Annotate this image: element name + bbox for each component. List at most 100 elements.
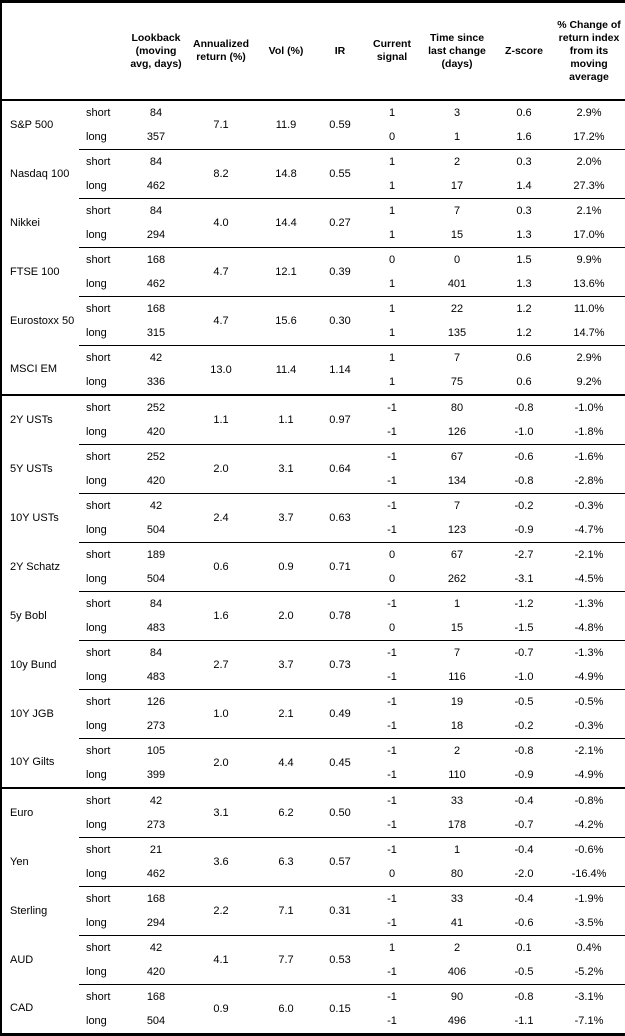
- time-since-value: 126: [447, 425, 467, 438]
- period-label: short: [79, 640, 127, 665]
- ir-value: 0.59: [329, 118, 351, 131]
- period-label: long: [86, 425, 107, 438]
- asset-row-long: long 504 0 262 -3.1 -4.5%: [1, 567, 625, 592]
- ir-value: 0.73: [315, 640, 365, 690]
- z-score-value: 1.4: [516, 179, 532, 192]
- lookback-value: 84: [127, 640, 185, 665]
- asset-row-short: 10Y JGB short 126 1.0 2.1 0.49 -1 19 -0.5 -0.5%: [1, 689, 625, 739]
- pct-change-value: -4.7%: [574, 523, 604, 536]
- lookback-value: 504: [146, 523, 166, 536]
- time-since-value: 80: [419, 394, 495, 420]
- time-since-value: 19: [419, 689, 495, 714]
- asset-label: 10Y USTs: [10, 511, 59, 524]
- current-signal-value: -1: [387, 965, 397, 978]
- col-pct-change: % Change of return index from its moving…: [553, 1, 625, 101]
- period-label: short: [79, 787, 127, 813]
- col-z-score: Z-score: [495, 1, 553, 101]
- current-signal-value: 1: [365, 935, 419, 960]
- pct-change-value: -2.1%: [553, 542, 625, 567]
- current-signal-value: -1: [387, 768, 397, 781]
- current-signal-value: -1: [365, 984, 419, 1009]
- asset-row-short: S&P 500 short 84 7.1 11.9 0.59 1 3 0.6 2.9%: [1, 100, 625, 131]
- current-signal-value: -1: [365, 689, 419, 714]
- asset-row-short: 2Y USTs short 252 1.1 1.1 0.97 -1 80 -0.8 -1.0%: [1, 394, 625, 445]
- lookback-value: 42: [127, 493, 185, 518]
- asset-label: 2Y USTs: [1, 394, 79, 445]
- time-since-value: 0: [419, 247, 495, 272]
- vol-value: 1.1: [257, 394, 315, 445]
- current-signal-value: -1: [387, 719, 397, 732]
- period-label: short: [79, 345, 127, 370]
- vol-value: 3.1: [257, 444, 315, 494]
- lookback-value: 21: [127, 837, 185, 862]
- z-score-value: -0.8: [495, 738, 553, 763]
- annualized-return-value: 2.0: [185, 444, 257, 494]
- period-label: long: [86, 375, 107, 388]
- z-score-value: -0.9: [514, 523, 534, 536]
- annualized-return-value: 0.9: [185, 984, 257, 1035]
- z-score-value: 0.6: [516, 375, 532, 388]
- asset-row-long: long 504 -1 123 -0.9 -4.7%: [1, 518, 625, 543]
- period-label: long: [86, 670, 107, 683]
- lookback-value: 336: [146, 375, 166, 388]
- pct-change-value: 0.4%: [553, 935, 625, 960]
- annualized-return-value: 3.1: [185, 787, 257, 838]
- annualized-return-value: 4.1: [185, 935, 257, 985]
- lookback-value: 84: [127, 198, 185, 223]
- lookback-value: 273: [146, 818, 166, 831]
- current-signal-value: 1: [388, 326, 396, 339]
- period-label: short: [79, 394, 127, 420]
- current-signal-value: -1: [365, 493, 419, 518]
- current-signal-value: -1: [365, 738, 419, 763]
- vol-value: 2.0: [257, 591, 315, 641]
- asset-label: AUD: [10, 953, 34, 966]
- current-signal-value: 0: [365, 247, 419, 272]
- asset-row-long: long 462 1 401 1.3 13.6%: [1, 272, 625, 297]
- table-header: Lookback (moving avg, days) Annualized r…: [1, 1, 625, 101]
- vol-value: 4.4: [257, 738, 315, 788]
- vol-value: 0.9: [257, 542, 315, 592]
- asset-label: MSCI EM: [10, 363, 58, 376]
- asset-row-short: 10Y Gilts short 105 2.0 4.4 0.45 -1 2 -0.8 -2.1%: [1, 738, 625, 788]
- ir-value: 0.15: [315, 984, 365, 1035]
- pct-change-value: 17.2%: [573, 130, 605, 143]
- lookback-value: 462: [146, 277, 166, 290]
- asset-row-long: long 462 0 80 -2.0 -16.4%: [1, 862, 625, 887]
- period-label: short: [79, 984, 127, 1009]
- period-label: short: [79, 738, 127, 763]
- pct-change-value: 2.0%: [553, 149, 625, 174]
- vol-value: 6.0: [257, 984, 315, 1035]
- z-score-value: -2.7: [495, 542, 553, 567]
- pct-change-value: 13.6%: [573, 277, 605, 290]
- col-current-signal: Current signal: [365, 1, 419, 101]
- time-since-value: 2: [419, 738, 495, 763]
- vol-value: 11.9: [275, 118, 297, 131]
- ir-value: 0.64: [315, 444, 365, 494]
- lookback-value: 168: [127, 886, 185, 911]
- current-signal-value: 0: [388, 621, 396, 634]
- pct-change-value: -4.9%: [574, 768, 604, 781]
- current-signal-value: -1: [365, 886, 419, 911]
- ir-value: 0.45: [315, 738, 365, 788]
- period-label: long: [86, 916, 107, 929]
- pct-change-value: 27.3%: [573, 179, 605, 192]
- z-score-value: 0.3: [495, 198, 553, 223]
- asset-row-long: long 399 -1 110 -0.9 -4.9%: [1, 763, 625, 788]
- asset-row-long: long 294 1 15 1.3 17.0%: [1, 223, 625, 248]
- asset-row-long: long 294 -1 41 -0.6 -3.5%: [1, 911, 625, 936]
- asset-row-long: long 420 -1 126 -1.0 -1.8%: [1, 420, 625, 445]
- pct-change-value: -1.0%: [553, 394, 625, 420]
- period-label: short: [79, 886, 127, 911]
- z-score-value: -0.4: [495, 837, 553, 862]
- pct-change-value: 11.0%: [553, 296, 625, 321]
- current-signal-value: -1: [365, 394, 419, 420]
- period-label: long: [86, 768, 107, 781]
- asset-label: Nasdaq 100: [10, 167, 70, 180]
- current-signal-value: -1: [365, 591, 419, 616]
- lookback-value: 504: [146, 572, 166, 585]
- z-score-value: 1.6: [516, 130, 532, 143]
- lookback-value: 168: [127, 247, 185, 272]
- pct-change-value: -1.3%: [553, 591, 625, 616]
- time-since-value: 17: [450, 179, 464, 192]
- pct-change-value: 14.7%: [573, 326, 605, 339]
